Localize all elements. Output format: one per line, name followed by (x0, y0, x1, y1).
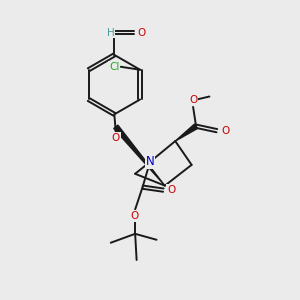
Text: O: O (138, 28, 146, 38)
Text: O: O (189, 95, 197, 105)
Polygon shape (114, 125, 165, 186)
Text: H: H (107, 28, 115, 38)
Text: O: O (221, 126, 229, 136)
Text: O: O (167, 185, 175, 195)
Text: N: N (146, 155, 154, 168)
Text: O: O (130, 211, 139, 221)
Text: O: O (112, 133, 120, 143)
Polygon shape (175, 124, 198, 141)
Text: Cl: Cl (109, 62, 119, 72)
